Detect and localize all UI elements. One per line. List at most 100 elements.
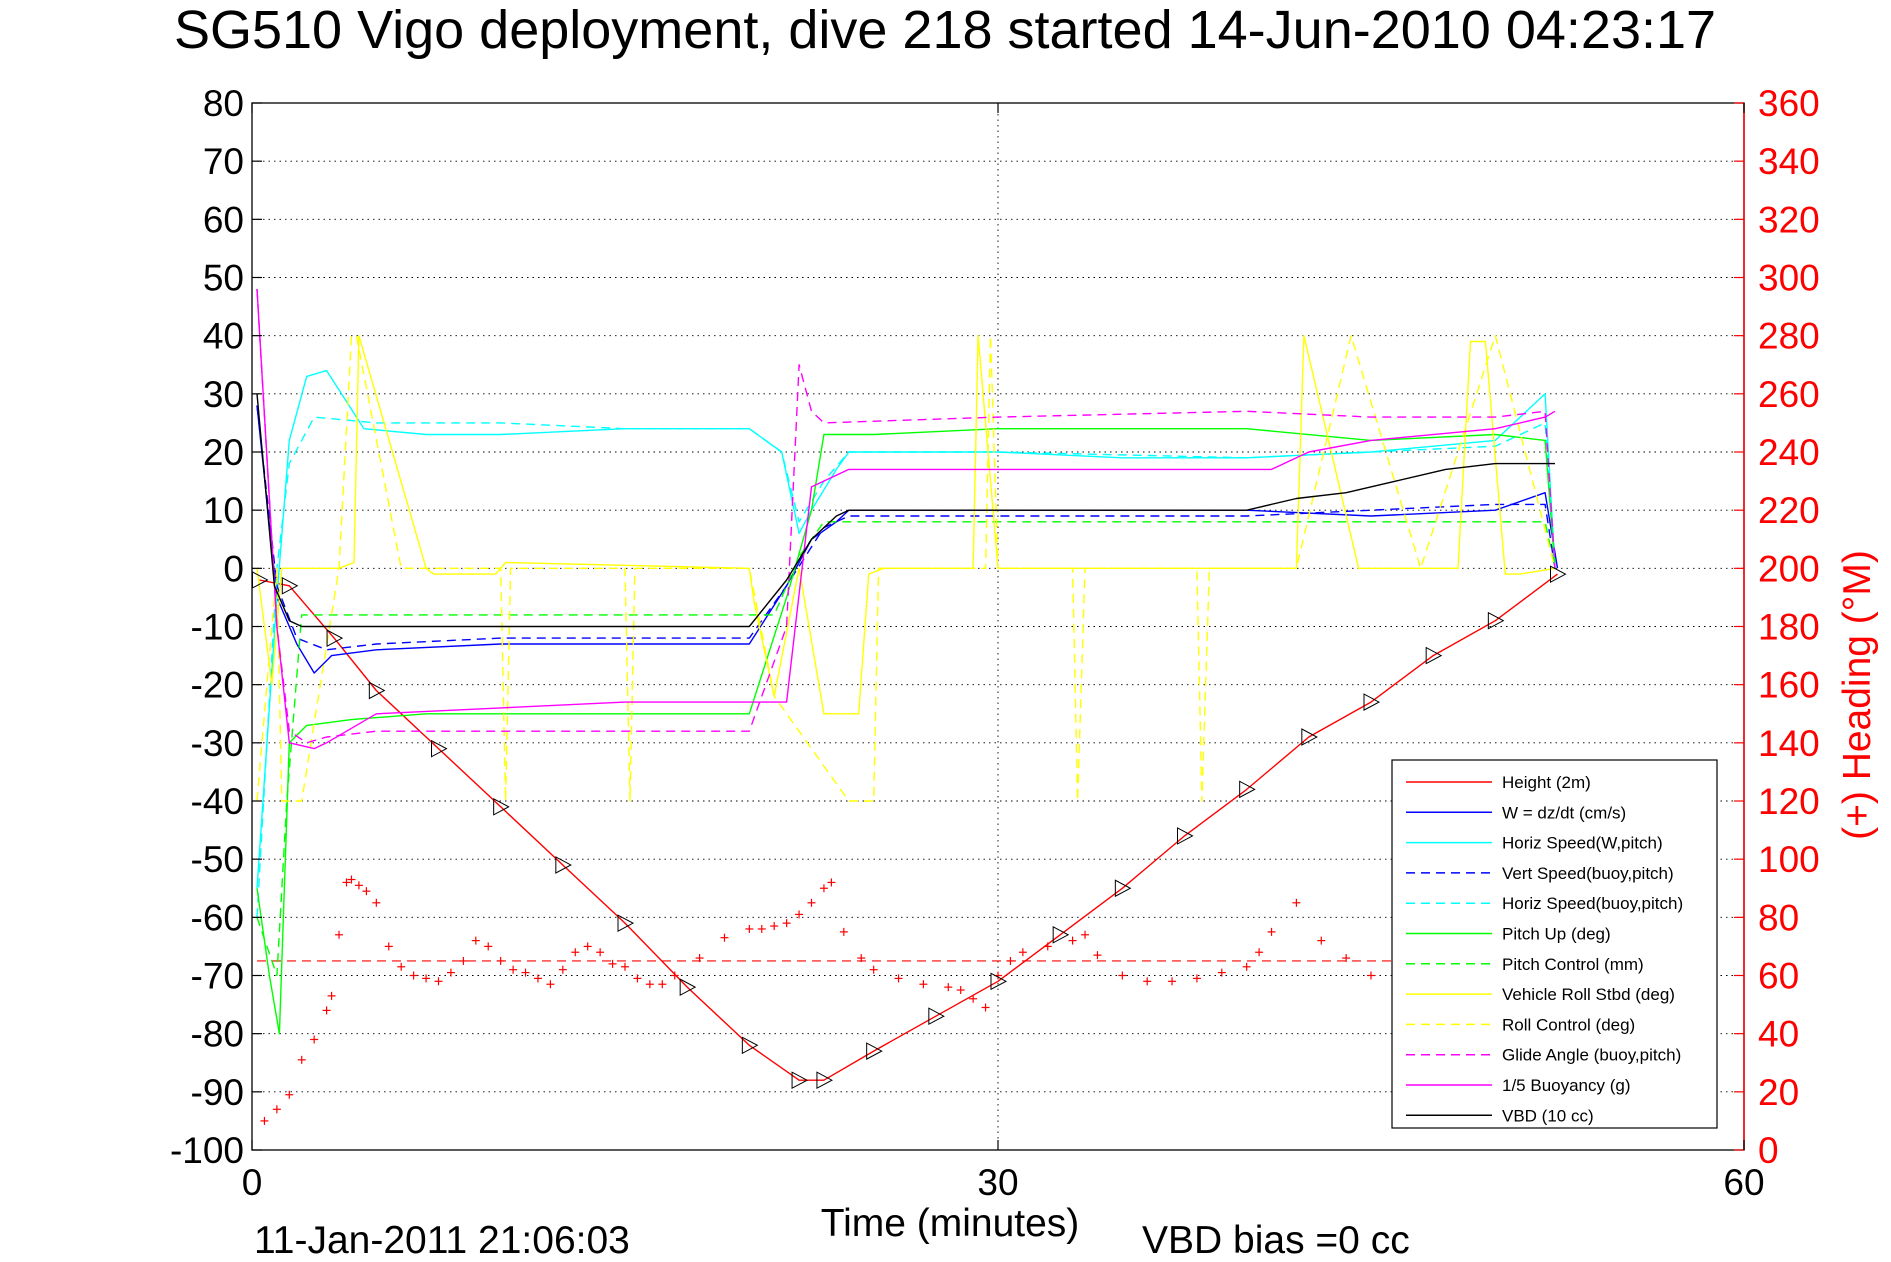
heading-point xyxy=(1081,930,1090,939)
height-marker xyxy=(816,1071,833,1090)
heading-point xyxy=(645,980,654,989)
legend-entries: Height (2m) W = dz/dt (cm/s) Horiz Speed(W… xyxy=(1406,773,1683,1125)
x-axis-label: Time (minutes) xyxy=(821,1202,1080,1245)
right-tick-label: 20 xyxy=(1758,1072,1799,1113)
heading-point xyxy=(434,977,443,986)
series-line-5 xyxy=(256,428,1556,1035)
heading-point xyxy=(969,994,978,1003)
chart-title: SG510 Vigo deployment, dive 218 started … xyxy=(174,0,1716,60)
heading-point xyxy=(327,991,336,1000)
series-line-11 xyxy=(256,393,1555,628)
right-tick-label: 240 xyxy=(1758,432,1820,473)
heading-point xyxy=(310,1035,319,1044)
right-tick-label: 200 xyxy=(1758,548,1820,589)
height-marker xyxy=(1114,879,1132,898)
series-line-10 xyxy=(256,289,1556,750)
legend-entry-label: Pitch Control (mm) xyxy=(1502,955,1644,974)
right-tick-label: 220 xyxy=(1758,490,1820,531)
heading-point xyxy=(1168,977,1177,986)
height-marker xyxy=(555,856,572,874)
heading-point xyxy=(1367,971,1375,980)
heading-point xyxy=(1006,956,1015,965)
heading-point xyxy=(839,927,848,936)
y-tick-label: -90 xyxy=(191,1072,244,1113)
series-line-3 xyxy=(256,405,1556,651)
right-tick-label: 260 xyxy=(1758,374,1820,415)
heading-point xyxy=(1242,962,1251,971)
y-tick-label: 10 xyxy=(203,490,244,531)
heading-point xyxy=(745,924,754,933)
heading-point xyxy=(795,910,804,919)
right-tick-label: 140 xyxy=(1758,723,1820,764)
heading-point xyxy=(596,948,605,957)
heading-point xyxy=(658,980,667,989)
heading-point xyxy=(1018,948,1027,957)
ticks: 80706050403020100-10-20-30-40-50-60-70-8… xyxy=(170,83,1820,1203)
right-tick-label: 340 xyxy=(1758,141,1820,182)
heading-point xyxy=(354,881,363,890)
right-tick-label: 0 xyxy=(1758,1130,1779,1171)
legend-entry-label: Pitch Up (deg) xyxy=(1502,925,1611,944)
x-tick-label: 0 xyxy=(242,1162,263,1203)
heading-point xyxy=(720,933,729,942)
y-tick-label: 40 xyxy=(203,316,244,357)
height-marker xyxy=(679,978,697,996)
legend-entry-label: Vehicle Roll Stbd (deg) xyxy=(1502,985,1675,1004)
height-marker xyxy=(1487,611,1505,630)
y-tick-label: -60 xyxy=(191,897,244,938)
heading-point xyxy=(409,971,418,980)
right-tick-label: 120 xyxy=(1758,781,1820,822)
heading-point xyxy=(869,965,878,974)
height-marker xyxy=(1177,827,1194,845)
heading-point xyxy=(919,980,928,989)
heading-point xyxy=(1317,936,1326,945)
heading-point xyxy=(533,974,542,983)
heading-point xyxy=(362,887,371,896)
right-tick-label: 60 xyxy=(1758,956,1799,997)
heading-point xyxy=(894,974,903,983)
height-marker xyxy=(1052,925,1070,944)
height-marker xyxy=(368,681,386,700)
heading-point xyxy=(384,942,393,951)
heading-point xyxy=(782,919,791,928)
legend-entry-label: Glide Angle (buoy,pitch) xyxy=(1502,1046,1681,1065)
series-line-8 xyxy=(256,335,1556,802)
heading-point xyxy=(1068,936,1077,945)
series-line-9 xyxy=(256,289,1556,744)
height-marker xyxy=(281,576,299,595)
right-axis-label: (+) Heading (°M) xyxy=(1836,550,1879,840)
y-tick-label: -50 xyxy=(191,839,244,880)
heading-point xyxy=(546,980,555,989)
y-tick-label: 30 xyxy=(203,374,244,415)
legend-entry-label: W = dz/dt (cm/s) xyxy=(1502,803,1626,822)
heading-point xyxy=(695,954,704,963)
y-tick-label: -10 xyxy=(191,607,244,648)
heading-point xyxy=(496,956,505,965)
heading-point xyxy=(372,898,381,907)
y-tick-label: 70 xyxy=(203,141,244,182)
right-tick-label: 280 xyxy=(1758,316,1820,357)
y-tick-label: 50 xyxy=(203,258,244,299)
heading-point xyxy=(621,962,629,971)
right-tick-label: 320 xyxy=(1758,199,1820,240)
heading-point xyxy=(1043,942,1052,951)
heading-point xyxy=(827,878,836,887)
y-tick-label: -80 xyxy=(191,1014,244,1055)
heading-point xyxy=(1192,974,1201,983)
heading-point xyxy=(459,956,468,965)
heading-point xyxy=(322,1006,331,1015)
y-tick-label: 0 xyxy=(223,548,244,589)
heading-point xyxy=(397,962,406,971)
heading-point xyxy=(260,1116,269,1125)
height-marker xyxy=(326,629,344,647)
heading-point xyxy=(509,965,518,974)
x-tick-label: 60 xyxy=(1723,1162,1764,1203)
height-marker xyxy=(1301,728,1318,746)
right-tick-label: 180 xyxy=(1758,607,1820,648)
plot-area: 80706050403020100-10-20-30-40-50-60-70-8… xyxy=(170,83,1820,1203)
series-line-7 xyxy=(256,335,1556,715)
legend: Height (2m) W = dz/dt (cm/s) Horiz Speed(W… xyxy=(1391,759,1718,1129)
heading-point xyxy=(1093,951,1102,960)
right-tick-label: 100 xyxy=(1758,839,1820,880)
